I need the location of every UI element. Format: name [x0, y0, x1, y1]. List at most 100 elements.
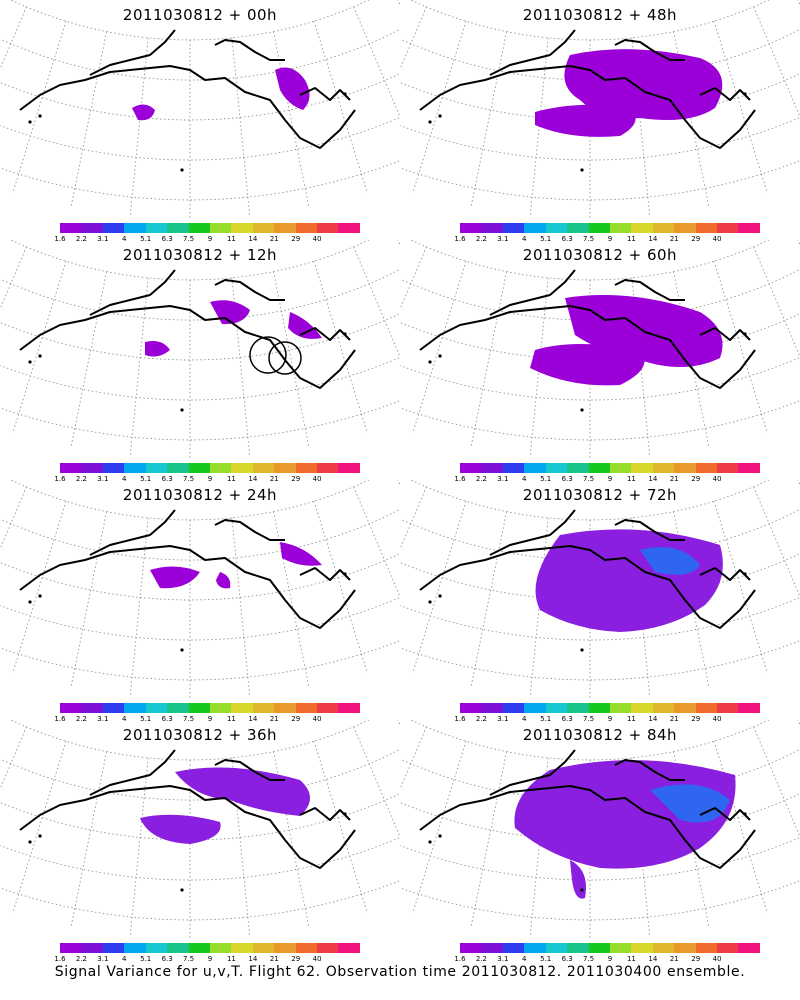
- colorbar-tick-label: 21: [269, 475, 279, 483]
- colorbar-tick-label: 3.1: [497, 955, 509, 963]
- graticule-latitude-arc: [0, 117, 400, 161]
- graticule-meridian: [713, 741, 768, 914]
- island: [580, 408, 584, 412]
- colorbar-tick-label: 4: [522, 475, 527, 483]
- colorbar-tick-label: 1.6: [54, 235, 66, 243]
- colorbar-swatch: [252, 223, 275, 233]
- colorbar-swatch: [717, 463, 739, 473]
- colorbar-tick-label: 9: [207, 235, 213, 243]
- colorbar-tick-label: 3.1: [97, 715, 109, 723]
- colorbar-swatch: [102, 223, 125, 233]
- colorbar-tick-label: 14: [648, 955, 658, 963]
- polar-projection-map: [0, 240, 400, 460]
- coastline: [89, 749, 176, 796]
- graticule-meridian: [12, 501, 67, 674]
- colorbar-ticks: 1.6 2.2 3.1 4 5.1 6.3 7.5 9 11 14 21 29 40: [454, 235, 760, 245]
- island: [438, 594, 442, 598]
- colorbar-swatch: [567, 703, 589, 713]
- coastline: [299, 87, 351, 101]
- coastline: [614, 39, 685, 61]
- graticule-meridian: [70, 751, 107, 929]
- colorbar-ticks: 1.6 2.2 3.1 4 5.1 6.3 7.5 9 11 14 21 29 40: [454, 475, 760, 485]
- colorbar-swatch: [124, 223, 146, 233]
- colorbar-swatch: [252, 943, 275, 953]
- colorbar-tick-label: 11: [626, 955, 636, 963]
- colorbar-swatch: [295, 943, 318, 953]
- island: [428, 840, 432, 844]
- forecast-panel: 2011030812 + 48h 1.6 2.2 3.1 4 5.1 6.3 7.5 9 11 14…: [400, 0, 800, 243]
- panel-title: 2011030812 + 12h: [122, 246, 278, 264]
- graticule-meridian: [129, 517, 149, 698]
- colorbar-tick-label: 6.3: [561, 955, 573, 963]
- colorbar-tick-label: 2.2: [475, 715, 487, 723]
- coastline: [489, 509, 576, 556]
- colorbar-tick-label: 6.3: [161, 235, 173, 243]
- coastline: [214, 39, 285, 61]
- coastline: [19, 785, 356, 869]
- colorbar-swatch: [567, 943, 589, 953]
- colorbar-tick-label: 1.6: [454, 235, 466, 243]
- colorbar-tick-label: 11: [226, 475, 236, 483]
- colorbar: [460, 463, 760, 473]
- island: [580, 648, 584, 652]
- graticule-meridian: [313, 501, 368, 674]
- graticule-meridian: [400, 6, 427, 71]
- island: [180, 888, 184, 892]
- graticule-meridian: [273, 271, 310, 449]
- graticule-latitude-arc: [0, 357, 400, 401]
- forecast-panel: 2011030812 + 72h 1.6 2.2 3.1 4 5.1 6.3 7.5 9 11 14…: [400, 480, 800, 723]
- island: [38, 834, 42, 838]
- colorbar-swatch: [545, 943, 568, 953]
- polar-projection-map: [0, 0, 400, 220]
- colorbar-tick-label: 11: [626, 475, 636, 483]
- colorbar-swatch: [502, 463, 525, 473]
- colorbar-tick-label: 29: [291, 955, 301, 963]
- graticule-meridian: [753, 6, 800, 118]
- colorbar-swatch: [252, 703, 275, 713]
- island: [428, 120, 432, 124]
- island: [438, 834, 442, 838]
- polar-projection-map: [400, 720, 800, 940]
- graticule-latitude-arc: [0, 640, 400, 681]
- colorbar-tick-label: 14: [648, 715, 658, 723]
- coastline: [419, 305, 756, 389]
- colorbar-swatch: [317, 463, 339, 473]
- coastline: [419, 545, 756, 629]
- forecast-panel: 2011030812 + 12h 1.6 2.2 3.1 4 5.1 6.3 7.5 9 11 14…: [0, 240, 400, 483]
- graticule-meridian: [400, 486, 427, 551]
- colorbar-tick-label: 14: [248, 235, 258, 243]
- island: [343, 332, 347, 336]
- colorbar-tick-label: 3.1: [97, 475, 109, 483]
- colorbar-tick-label: 1.6: [54, 955, 66, 963]
- colorbar-swatch: [209, 703, 232, 713]
- colorbar-swatch: [145, 463, 168, 473]
- coastline: [214, 759, 285, 781]
- island: [28, 600, 32, 604]
- polar-projection-map: [0, 720, 400, 940]
- colorbar-ticks: 1.6 2.2 3.1 4 5.1 6.3 7.5 9 11 14 21 29 40: [54, 235, 360, 245]
- polar-projection-map: [400, 240, 800, 460]
- island: [38, 354, 42, 358]
- coastline: [614, 759, 685, 781]
- island: [180, 648, 184, 652]
- colorbar-swatch: [317, 943, 339, 953]
- colorbar-tick-label: 21: [269, 715, 279, 723]
- colorbar-swatch: [338, 703, 360, 713]
- island: [580, 888, 584, 892]
- colorbar-swatch: [738, 223, 760, 233]
- colorbar-swatch: [81, 943, 103, 953]
- colorbar-swatch: [231, 223, 253, 233]
- colorbar-tick-label: 4: [522, 715, 527, 723]
- colorbar-tick-label: 40: [712, 715, 722, 723]
- graticule-meridian: [129, 277, 149, 458]
- colorbar-tick-label: 40: [312, 235, 322, 243]
- colorbar-swatch: [124, 943, 146, 953]
- colorbar-tick-label: 9: [207, 715, 213, 723]
- coastline: [299, 807, 351, 821]
- colorbar-ticks: 1.6 2.2 3.1 4 5.1 6.3 7.5 9 11 14 21 29 40: [54, 715, 360, 725]
- graticule-meridian: [70, 511, 107, 689]
- colorbar-tick-label: 2.2: [75, 475, 87, 483]
- colorbar-tick-label: 1.6: [454, 715, 466, 723]
- colorbar: [460, 703, 760, 713]
- colorbar: [60, 703, 360, 713]
